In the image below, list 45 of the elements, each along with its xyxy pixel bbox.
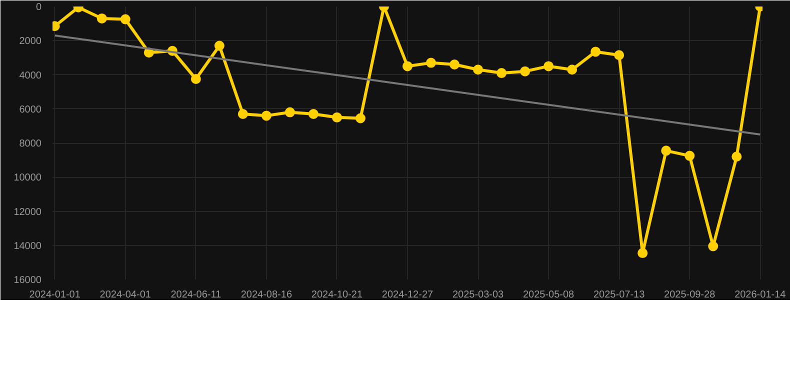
- point: [96, 13, 107, 24]
- x-tick-label: 2025-07-13: [594, 290, 646, 300]
- point: [214, 40, 224, 51]
- point: [614, 50, 624, 60]
- point: [496, 68, 507, 78]
- point: [190, 74, 201, 84]
- x-tick-label: 2026-01-14: [734, 290, 786, 300]
- y-tick-label: 6000: [19, 104, 42, 116]
- y-tick-label: 8000: [19, 138, 42, 150]
- point: [544, 61, 554, 72]
- point: [426, 58, 436, 68]
- x-tick-label: 2024-10-21: [311, 290, 363, 300]
- x-tick-label: 2024-04-01: [100, 290, 152, 300]
- y-tick-label: 16000: [14, 275, 42, 286]
- y-tick-label: 10000: [14, 172, 42, 184]
- y-tick-label: 12000: [14, 206, 42, 218]
- point: [520, 66, 530, 76]
- point: [567, 64, 578, 75]
- point: [120, 14, 130, 24]
- point: [732, 152, 742, 162]
- point: [473, 64, 484, 75]
- point: [261, 110, 272, 121]
- y-tick-label: 14000: [14, 240, 42, 252]
- x-tick-label: 2024-06-11: [170, 290, 222, 300]
- point: [355, 113, 366, 124]
- y-tick-label: 0: [36, 2, 42, 13]
- point: [638, 248, 648, 258]
- point: [450, 60, 460, 70]
- x-tick-label: 2025-05-08: [522, 290, 575, 300]
- point: [684, 150, 695, 161]
- x-tick-label: 2025-09-28: [664, 290, 716, 300]
- x-tick-label: 2024-12-27: [382, 290, 434, 300]
- point: [284, 107, 295, 118]
- point: [661, 146, 672, 156]
- y-tick-label: 4000: [19, 70, 42, 82]
- point: [332, 112, 342, 122]
- point: [402, 61, 412, 72]
- x-tick-label: 2025-03-03: [452, 290, 504, 300]
- point: [238, 109, 248, 119]
- x-tick-label: 2024-08-16: [240, 290, 292, 300]
- point: [308, 109, 318, 119]
- point: [708, 241, 718, 252]
- y-tick-label: 2000: [19, 36, 42, 48]
- point: [590, 46, 601, 57]
- x-tick-label: 2024-01-01: [29, 290, 81, 300]
